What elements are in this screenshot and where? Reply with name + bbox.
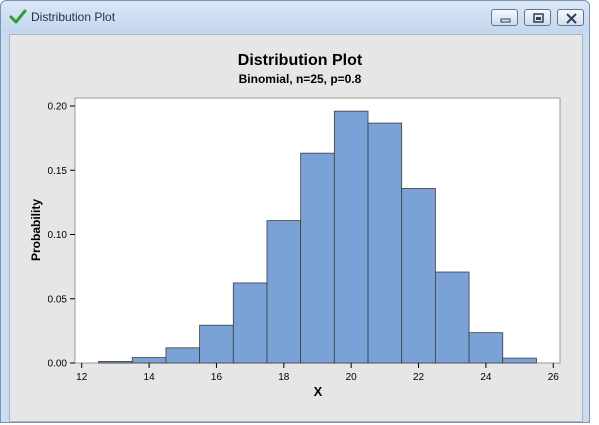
bar-x-23 [434,271,470,364]
bar-x-13 [98,361,133,364]
x-tick-label: 24 [480,372,492,383]
bar-x-25 [502,357,537,364]
y-tick-label: 0.05 [48,294,68,305]
y-axis-label: Probability [29,199,43,261]
minimize-button[interactable] [491,9,518,26]
y-tick-label: 0.00 [48,359,68,370]
x-axis-label: X [314,384,323,399]
restore-icon [533,13,544,23]
restore-button[interactable] [524,9,551,26]
x-tick-label: 14 [144,372,156,383]
close-icon [566,13,577,24]
bar-x-24 [468,332,504,364]
background-edge [590,0,599,425]
x-tick-label: 22 [413,372,425,383]
y-tick-label: 0.10 [48,230,68,241]
minimize-icon [500,18,511,23]
bar-x-21 [367,122,403,364]
x-tick-label: 16 [211,372,223,383]
green-checkmark-icon [9,9,27,24]
y-tick-label: 0.15 [48,166,68,177]
x-tick-label: 12 [76,372,88,383]
bar-x-18 [266,220,302,364]
close-button[interactable] [557,9,584,26]
bar-x-19 [300,152,335,364]
chart-subtitle: Binomial, n=25, p=0.8 [239,72,362,86]
plot-panel: Distribution Plot Binomial, n=25, p=0.8 … [9,34,583,422]
bar-x-15 [165,347,201,364]
bar-x-14 [131,357,167,364]
chart-title: Distribution Plot [238,52,363,69]
bar-x-22 [401,188,436,364]
distribution-chart: Distribution Plot Binomial, n=25, p=0.8 … [29,52,561,399]
bar-x-20 [333,110,369,364]
bar-x-16 [199,324,234,364]
title-bar[interactable]: Distribution Plot [1,1,589,33]
x-tick-label: 26 [548,372,560,383]
window-title: Distribution Plot [31,10,116,24]
x-tick-label: 20 [346,372,358,383]
bar-x-17 [232,282,268,364]
y-tick-label: 0.20 [48,102,68,113]
x-tick-label: 18 [278,372,290,383]
